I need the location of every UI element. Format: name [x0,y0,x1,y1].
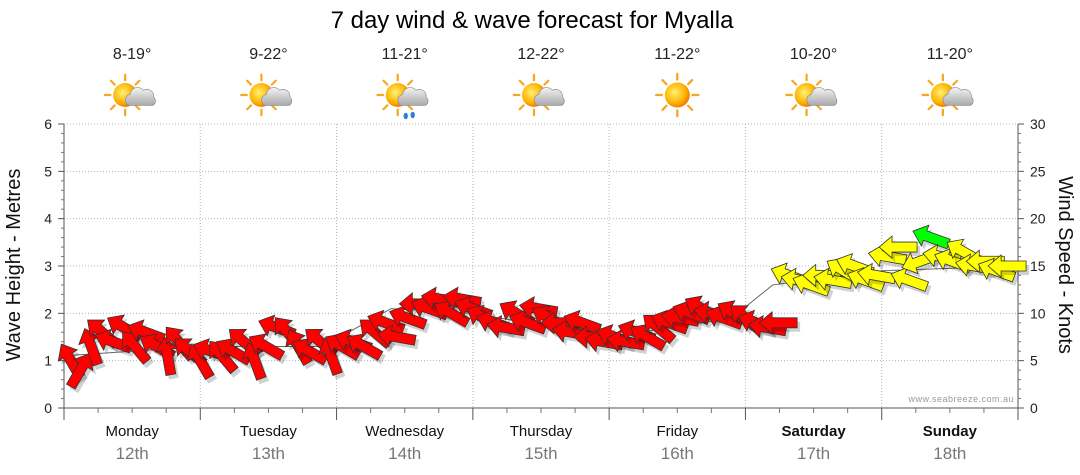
y-left-tick-label: 0 [44,400,52,416]
y-left-axis-label: Wave Height - Metres [3,169,25,362]
partly-cloudy-icon [103,73,156,117]
wind-arrow [758,310,798,335]
sunny-icon [655,72,700,118]
partly-cloudy-icon [512,73,565,117]
day-date-label: 18th [933,444,966,463]
y-right-tick-label: 25 [1030,163,1046,179]
day-name-label: Thursday [510,423,573,440]
wind-arrow [878,235,918,259]
grid-lines [64,123,1018,408]
day-date-label: 15th [524,444,557,463]
temperature-range: 10-20° [790,46,837,63]
day-name-label: Sunday [923,423,978,440]
axes: 0 1 2 3 4 5 6 0 5 10 15 20 25 30 [44,116,1046,420]
temperature-range: 9-22° [249,46,287,63]
y-left-tick-label: 3 [44,258,52,274]
wind-arrow [813,267,853,291]
day-name-label: Wednesday [365,423,444,440]
y-left-tick-label: 2 [44,305,52,321]
day-date-label: 13th [252,444,285,463]
temperature-range: 11-21° [382,46,428,63]
day-date-label: 12th [116,444,149,463]
wind-speed-series [57,224,1030,394]
partly-cloudy-icon [240,73,293,117]
day-forecast-header: 8-19° 9-22° 11-21° 12-22° 11-22° 10-20° 11-20° [103,46,974,120]
temperature-range: 12-22° [517,46,564,63]
wind-arrow [486,314,526,339]
day-name-label: Friday [656,423,698,440]
y-right-tick-label: 0 [1030,400,1038,416]
y-left-tick-label: 5 [44,163,52,179]
showers-icon [376,73,429,120]
y-left-tick-label: 4 [44,211,52,227]
temperature-range: 11-22° [654,46,700,63]
y-right-axis-label: Wind Speed - Knots [1054,176,1076,354]
y-right-tick-label: 20 [1030,211,1046,227]
y-left-tick-label: 6 [44,116,52,132]
wind-arrow [241,342,267,381]
day-name-label: Monday [105,423,159,440]
y-right-tick-label: 30 [1030,116,1046,132]
day-name-label: Saturday [781,423,846,440]
watermark: www.seabreeze.com.au [907,394,1014,404]
y-right-tick-label: 10 [1030,305,1046,321]
temperature-range: 11-20° [927,46,973,63]
wind-arrow [367,309,406,335]
day-labels: Monday 12th Tuesday 13th Wednesday 14th Thursd… [105,423,977,463]
wind-arrow [377,324,417,348]
wind-arrow [987,254,1027,278]
wind-arrow [122,331,152,365]
partly-cloudy-icon [921,73,974,117]
y-left-tick-label: 1 [44,353,52,369]
day-name-label: Tuesday [240,423,297,440]
day-date-label: 14th [388,444,421,463]
day-date-label: 17th [797,444,830,463]
wind-arrow [248,333,286,361]
day-date-label: 16th [661,444,694,463]
wind-arrow [65,353,94,390]
y-right-tick-label: 15 [1030,258,1046,274]
chart-title: 7 day wind & wave forecast for Myalla [331,7,734,34]
temperature-range: 8-19° [113,46,151,63]
partly-cloudy-icon [785,73,838,117]
y-right-tick-label: 5 [1030,353,1038,369]
